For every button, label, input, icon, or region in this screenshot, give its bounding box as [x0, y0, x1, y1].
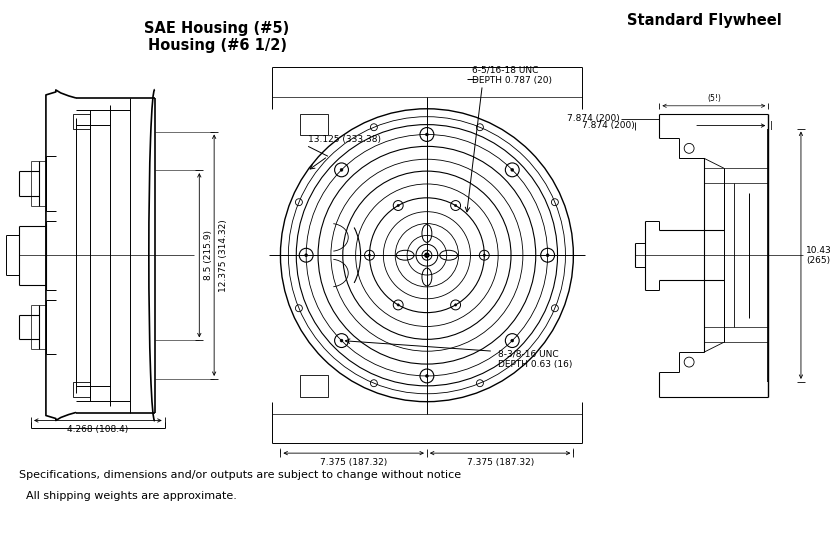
Bar [73, 114, 90, 129]
Text: 7.375 (187.32): 7.375 (187.32) [466, 458, 533, 467]
Text: 7.375 (187.32): 7.375 (187.32) [320, 458, 387, 467]
Circle shape [546, 254, 549, 257]
Text: 6-5/16-18 UNC
DEPTH 0.787 (20): 6-5/16-18 UNC DEPTH 0.787 (20) [472, 66, 553, 85]
Text: 12.375 (314.32): 12.375 (314.32) [219, 219, 228, 291]
Circle shape [455, 304, 456, 306]
Text: SAE Housing (#5)
Housing (#6 1/2): SAE Housing (#5) Housing (#6 1/2) [145, 20, 290, 53]
Circle shape [511, 168, 514, 171]
Circle shape [426, 374, 428, 378]
Text: Specifications, dimensions and/or outputs are subject to change without notice: Specifications, dimensions and/or output… [19, 470, 461, 480]
Circle shape [455, 204, 456, 206]
Bar [300, 375, 328, 397]
Text: 10.43
(265): 10.43 (265) [806, 246, 832, 265]
Text: Standard Flywheel: Standard Flywheel [627, 13, 782, 28]
Circle shape [426, 133, 428, 136]
Text: |: | [770, 121, 773, 130]
Circle shape [483, 254, 486, 257]
Text: (5!): (5!) [707, 94, 721, 103]
Text: 7.874 (200): 7.874 (200) [567, 114, 619, 123]
Text: 8-3/8-16 UNC
DEPTH 0.63 (16): 8-3/8-16 UNC DEPTH 0.63 (16) [498, 349, 573, 369]
Circle shape [425, 253, 429, 257]
Circle shape [397, 304, 400, 306]
Text: 8.5 (215.9): 8.5 (215.9) [204, 230, 213, 280]
Circle shape [340, 168, 343, 171]
Text: 13.125 (333.38): 13.125 (333.38) [308, 135, 381, 145]
Bar [300, 114, 328, 135]
Circle shape [304, 254, 308, 257]
Circle shape [511, 339, 514, 342]
Text: All shipping weights are approximate.: All shipping weights are approximate. [26, 491, 237, 501]
Text: 7.874 (200): 7.874 (200) [582, 121, 635, 130]
Circle shape [397, 204, 400, 206]
Circle shape [369, 254, 370, 257]
Text: 4.268 (108.4): 4.268 (108.4) [67, 426, 128, 434]
Bar [73, 382, 90, 397]
Circle shape [340, 339, 343, 342]
